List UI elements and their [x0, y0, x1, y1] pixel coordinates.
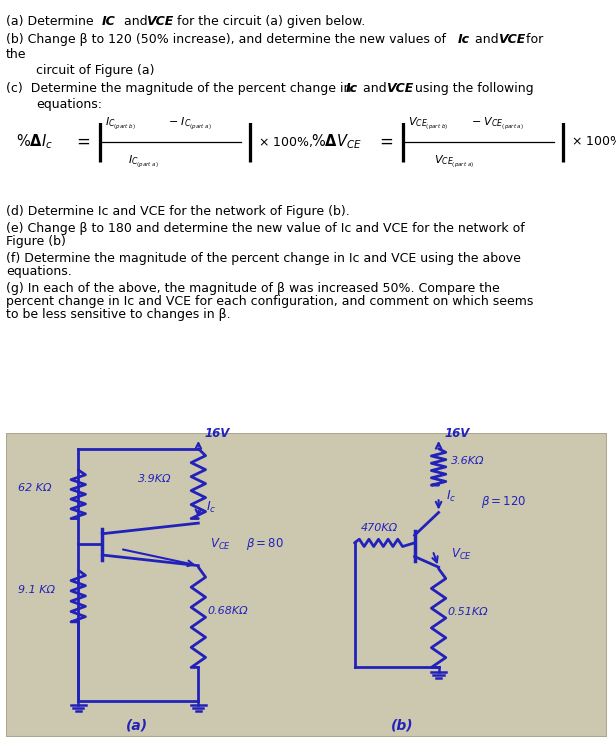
Text: Figure (b): Figure (b) [6, 235, 66, 248]
Text: for the circuit (a) given below.: for the circuit (a) given below. [173, 15, 365, 28]
Text: VCE: VCE [498, 33, 525, 46]
Text: $V_{CE_{(part\ b)}}$: $V_{CE_{(part\ b)}}$ [408, 116, 448, 132]
Text: and: and [471, 33, 503, 46]
Text: and: and [120, 15, 152, 28]
Text: for: for [522, 33, 543, 46]
Text: 9.1 KΩ: 9.1 KΩ [18, 585, 55, 595]
FancyBboxPatch shape [6, 433, 607, 737]
Text: $I_{C_{(part\ b)}}$: $I_{C_{(part\ b)}}$ [105, 116, 136, 132]
Text: $\times\ 100\%$: $\times\ 100\%$ [571, 136, 616, 148]
Text: $-\ V_{CE_{(part\ a)}}$: $-\ V_{CE_{(part\ a)}}$ [471, 116, 524, 132]
Text: 3.6KΩ: 3.6KΩ [451, 456, 484, 466]
Text: the: the [6, 48, 26, 61]
Text: 62 KΩ: 62 KΩ [18, 483, 52, 494]
Text: 0.68KΩ: 0.68KΩ [208, 606, 248, 617]
Text: percent change in Ic and VCE for each configuration, and comment on which seems: percent change in Ic and VCE for each co… [6, 295, 533, 308]
Text: Ic: Ic [458, 33, 470, 46]
Text: IC: IC [102, 15, 116, 28]
Text: (a) Determine: (a) Determine [6, 15, 97, 28]
Text: %$\mathbf{\Delta}V_{CE}$: %$\mathbf{\Delta}V_{CE}$ [311, 133, 362, 151]
Text: =: = [379, 133, 393, 151]
Text: |: | [396, 122, 409, 162]
Text: equations.: equations. [6, 265, 71, 278]
Text: %$\mathbf{\Delta}I_c$: %$\mathbf{\Delta}I_c$ [16, 133, 53, 151]
Text: (a): (a) [126, 719, 148, 733]
Text: and: and [359, 82, 391, 95]
Text: (d) Determine Ic and VCE for the network of Figure (b).: (d) Determine Ic and VCE for the network… [6, 205, 350, 218]
Text: Ic: Ic [346, 82, 358, 95]
Text: (b): (b) [391, 719, 413, 733]
Text: (g) In each of the above, the magnitude of β was increased 50%. Compare the: (g) In each of the above, the magnitude … [6, 282, 500, 295]
Text: $\times\ 100\%$,: $\times\ 100\%$, [258, 135, 313, 149]
Text: $\beta=120$: $\beta=120$ [480, 494, 526, 510]
Text: $V_{CE_{(part\ a)}}$: $V_{CE_{(part\ a)}}$ [434, 154, 474, 170]
Text: $I_{C_{(part\ a)}}$: $I_{C_{(part\ a)}}$ [128, 154, 159, 170]
Text: 16V: 16V [445, 427, 470, 440]
Text: 3.9KΩ: 3.9KΩ [138, 474, 172, 484]
Text: (c)  Determine the magnitude of the percent change in: (c) Determine the magnitude of the perce… [6, 82, 355, 95]
Text: (b) Change β to 120 (50% increase), and determine the new values of: (b) Change β to 120 (50% increase), and … [6, 33, 450, 46]
Text: 16V: 16V [205, 427, 230, 440]
Text: VCE: VCE [146, 15, 173, 28]
Text: $V_{CE}$: $V_{CE}$ [451, 547, 472, 562]
Text: |: | [243, 122, 256, 162]
Text: $\beta=80$: $\beta=80$ [246, 536, 285, 552]
Text: equations:: equations: [36, 98, 102, 111]
Text: (f) Determine the magnitude of the percent change in Ic and VCE using the above: (f) Determine the magnitude of the perce… [6, 252, 521, 265]
Text: (e) Change β to 180 and determine the new value of Ic and VCE for the network of: (e) Change β to 180 and determine the ne… [6, 222, 525, 235]
Text: |: | [556, 122, 569, 162]
Text: VCE: VCE [386, 82, 413, 95]
Text: $I_c$: $I_c$ [206, 500, 216, 515]
Text: using the following: using the following [411, 82, 533, 95]
Text: 470KΩ: 470KΩ [360, 522, 398, 533]
Text: |: | [93, 122, 106, 162]
Text: to be less sensitive to changes in β.: to be less sensitive to changes in β. [6, 308, 230, 321]
Text: $I_c$: $I_c$ [446, 489, 456, 505]
Text: =: = [76, 133, 90, 151]
Text: circuit of Figure (a): circuit of Figure (a) [36, 64, 155, 77]
Text: 0.51KΩ: 0.51KΩ [448, 607, 488, 617]
Text: $-\ I_{C_{(part\ a)}}$: $-\ I_{C_{(part\ a)}}$ [168, 116, 212, 132]
Text: $V_{CE}$: $V_{CE}$ [211, 536, 232, 551]
